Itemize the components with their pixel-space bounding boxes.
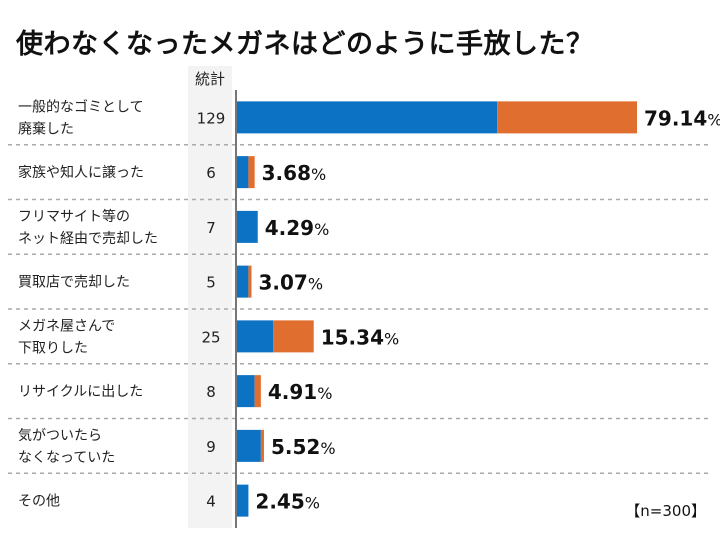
- bar-segment-blue: [236, 101, 498, 134]
- total-label: 2.45%: [255, 490, 320, 514]
- count-label: 5: [206, 274, 216, 292]
- category-label: 買取店で売却した: [18, 275, 130, 291]
- bar-segment-orange: [248, 156, 255, 189]
- bar-segment-blue: [236, 320, 274, 353]
- total-label: 3.68%: [262, 161, 327, 185]
- chart-title: 使わなくなったメガネはどのように手放した？: [16, 29, 594, 60]
- category-label: 一般的なゴミとして廃棄した: [18, 98, 144, 137]
- count-label: 129: [197, 109, 226, 127]
- count-label: 4: [206, 493, 216, 511]
- count-label: 9: [206, 438, 216, 456]
- category-label: リサイクルに出した: [18, 384, 143, 400]
- category-label: その他: [18, 494, 60, 510]
- total-label: 5.52%: [271, 435, 336, 459]
- bar-segment-blue: [236, 210, 258, 243]
- sample-size-note: 【n=300】: [625, 502, 706, 520]
- category-label: メガネ屋さんで下取りした: [18, 318, 115, 356]
- count-label: 6: [206, 164, 216, 182]
- category-label: フリマサイト等のネット経由で売却した: [18, 208, 158, 247]
- stat-column-bg: [188, 66, 232, 528]
- bar-segment-orange: [248, 265, 252, 298]
- stat-header: 統計: [194, 70, 225, 88]
- bar-segment-orange: [260, 429, 264, 462]
- bar-segment-blue: [236, 484, 249, 517]
- bar-segment-blue: [236, 375, 255, 408]
- total-label: 3.07%: [259, 271, 324, 295]
- bar-segment-blue: [236, 265, 249, 298]
- bar-segment-orange: [254, 375, 261, 408]
- bar-segment-orange: [273, 320, 314, 353]
- bar-segment-blue: [236, 429, 261, 462]
- total-label: 15.34%: [321, 325, 399, 349]
- total-label: 4.91%: [268, 380, 333, 404]
- total-label: 4.29%: [265, 216, 330, 240]
- bar-segment-orange: [497, 101, 638, 134]
- category-label: 気がついたらなくなっていた: [18, 428, 115, 466]
- total-label: 79.14%: [644, 106, 720, 130]
- count-label: 8: [206, 383, 216, 401]
- bar-segment-blue: [236, 156, 249, 189]
- category-label: 家族や知人に譲った: [18, 164, 144, 181]
- count-label: 25: [201, 328, 220, 346]
- count-label: 7: [206, 219, 216, 237]
